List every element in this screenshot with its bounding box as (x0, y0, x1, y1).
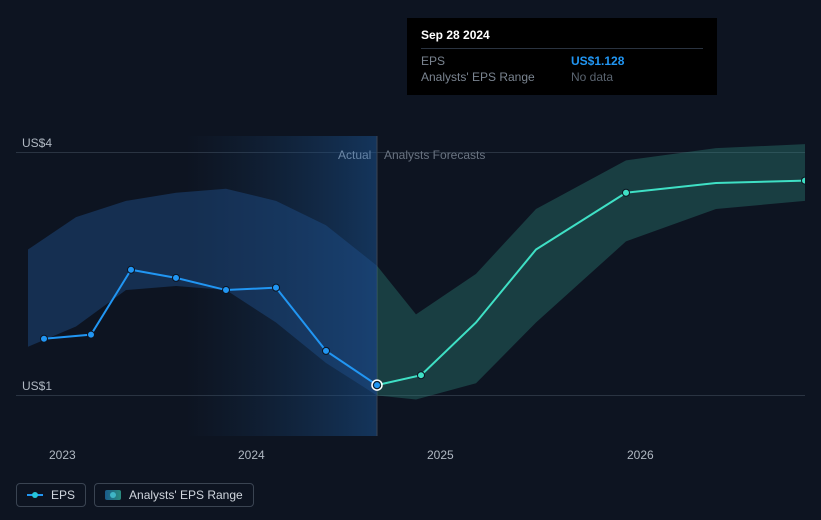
eps-point[interactable] (418, 372, 425, 379)
eps-point[interactable] (623, 189, 630, 196)
eps-point[interactable] (88, 331, 95, 338)
x-axis-label: 2023 (49, 448, 76, 462)
x-axis-label: 2025 (427, 448, 454, 462)
eps-point[interactable] (273, 284, 280, 291)
x-axis-label: 2026 (627, 448, 654, 462)
eps-point[interactable] (41, 335, 48, 342)
legend: EPS Analysts' EPS Range (16, 483, 254, 507)
x-axis-label: 2024 (238, 448, 265, 462)
eps-point[interactable] (128, 266, 135, 273)
tooltip-row: EPSUS$1.128 (421, 53, 703, 69)
eps-point[interactable] (223, 287, 230, 294)
tooltip-label: EPS (421, 54, 571, 68)
chart-area (16, 136, 805, 436)
eps-point[interactable] (173, 274, 180, 281)
eps-chart (16, 136, 805, 436)
tooltip-value: US$1.128 (571, 54, 624, 68)
tooltip-label: Analysts' EPS Range (421, 70, 571, 84)
tooltip-row: Analysts' EPS RangeNo data (421, 69, 703, 85)
eps-point[interactable] (374, 382, 381, 389)
legend-eps-range[interactable]: Analysts' EPS Range (94, 483, 254, 507)
legend-swatch (27, 491, 43, 499)
legend-eps[interactable]: EPS (16, 483, 86, 507)
tooltip-panel: Sep 28 2024 EPSUS$1.128Analysts' EPS Ran… (407, 18, 717, 95)
eps-point[interactable] (323, 347, 330, 354)
eps-point[interactable] (802, 177, 806, 184)
legend-swatch (105, 490, 121, 500)
tooltip-date: Sep 28 2024 (421, 28, 703, 49)
legend-label: Analysts' EPS Range (129, 488, 243, 502)
legend-label: EPS (51, 488, 75, 502)
tooltip-value: No data (571, 70, 613, 84)
